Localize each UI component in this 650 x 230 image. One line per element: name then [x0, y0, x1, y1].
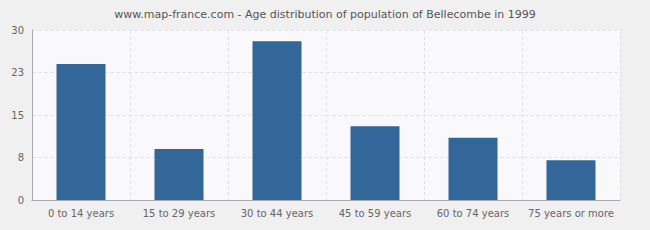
svg-text:30 to 44 years: 30 to 44 years	[241, 208, 314, 219]
svg-text:30: 30	[11, 25, 24, 36]
svg-text:15 to 29 years: 15 to 29 years	[143, 208, 216, 219]
svg-text:8: 8	[18, 152, 24, 163]
svg-text:www.map-france.com - Age distr: www.map-france.com - Age distribution of…	[114, 8, 535, 21]
svg-text:0 to 14 years: 0 to 14 years	[48, 208, 114, 219]
svg-text:15: 15	[11, 110, 24, 121]
svg-text:60 to 74 years: 60 to 74 years	[437, 208, 510, 219]
svg-text:0: 0	[18, 195, 24, 206]
svg-text:23: 23	[11, 67, 24, 78]
svg-text:75 years or more: 75 years or more	[528, 208, 614, 219]
svg-text:45 to 59 years: 45 to 59 years	[339, 208, 412, 219]
